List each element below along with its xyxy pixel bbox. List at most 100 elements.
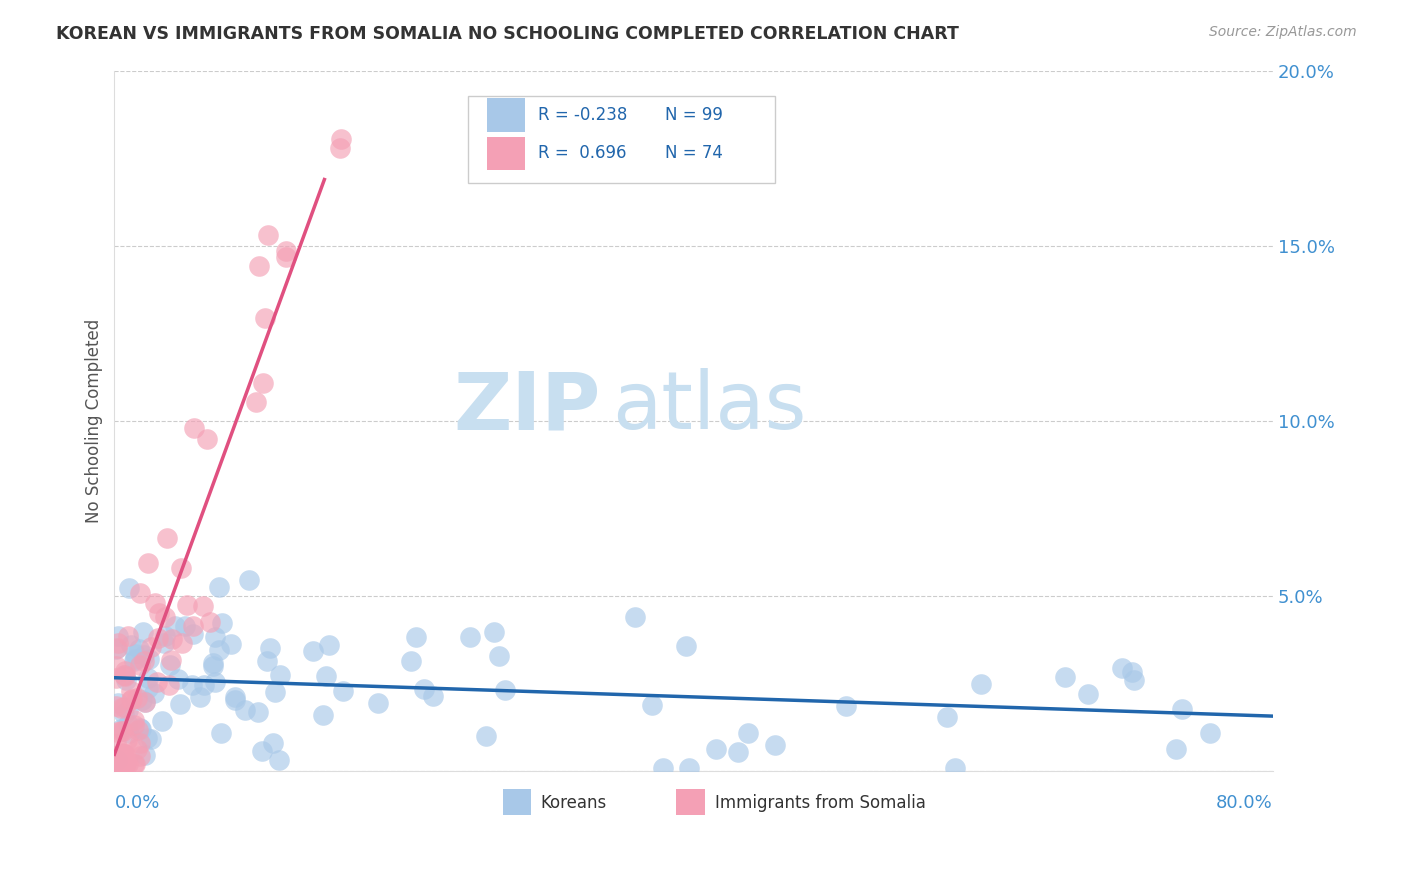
Koreans [1054,669,1077,683]
Koreans [180,678,202,692]
Koreans [167,672,190,686]
Immigrants from Somalia [115,732,138,747]
Koreans [155,629,177,643]
Koreans [105,753,128,767]
Koreans [120,638,142,652]
Immigrants from Somalia [104,671,127,685]
Koreans [107,697,129,711]
Koreans [651,761,673,775]
Koreans [114,673,136,687]
Immigrants from Somalia [143,596,166,610]
FancyBboxPatch shape [502,789,531,815]
Koreans [224,693,246,707]
Text: 0.0%: 0.0% [114,794,160,812]
Immigrants from Somalia [104,699,127,714]
Immigrants from Somalia [127,723,149,737]
Koreans [193,678,215,692]
Text: atlas: atlas [613,368,807,446]
Immigrants from Somalia [200,615,222,629]
Immigrants from Somalia [170,636,193,650]
Koreans [1171,702,1194,716]
Koreans [318,639,340,653]
Koreans [136,672,159,686]
Koreans [475,729,498,743]
Koreans [945,761,967,775]
Immigrants from Somalia [112,747,135,761]
Immigrants from Somalia [245,395,267,409]
Koreans [246,705,269,719]
Immigrants from Somalia [121,692,143,706]
Immigrants from Somalia [110,747,132,761]
Immigrants from Somalia [112,700,135,714]
Immigrants from Somalia [191,599,214,613]
Koreans [262,736,284,750]
Koreans [183,626,205,640]
Immigrants from Somalia [122,718,145,732]
Immigrants from Somalia [157,678,180,692]
Koreans [211,615,233,630]
Immigrants from Somalia [254,310,277,325]
Immigrants from Somalia [183,619,205,633]
Koreans [269,668,291,682]
Immigrants from Somalia [146,631,169,645]
Koreans [412,682,434,697]
Koreans [1199,726,1222,740]
Koreans [233,703,256,717]
Koreans [238,573,260,587]
Koreans [1164,742,1187,756]
Koreans [675,640,697,654]
Immigrants from Somalia [117,757,139,772]
Koreans [263,684,285,698]
Immigrants from Somalia [128,586,150,600]
Immigrants from Somalia [146,674,169,689]
Koreans [1121,665,1143,680]
Immigrants from Somalia [128,749,150,764]
Koreans [311,708,333,723]
Text: R = -0.238: R = -0.238 [538,106,628,124]
Koreans [128,721,150,735]
Koreans [152,714,174,728]
Koreans [169,697,191,711]
Immigrants from Somalia [160,653,183,667]
Immigrants from Somalia [122,756,145,771]
Immigrants from Somalia [132,654,155,668]
Immigrants from Somalia [160,632,183,647]
Koreans [134,695,156,709]
Koreans [174,618,197,632]
Koreans [488,648,510,663]
Immigrants from Somalia [114,757,136,772]
Immigrants from Somalia [104,658,127,673]
Immigrants from Somalia [105,725,128,739]
Koreans [219,637,242,651]
Koreans [117,703,139,717]
Immigrants from Somalia [274,244,297,258]
Immigrants from Somalia [329,131,352,145]
Koreans [107,629,129,643]
Koreans [124,647,146,661]
Text: Source: ZipAtlas.com: Source: ZipAtlas.com [1209,25,1357,39]
Immigrants from Somalia [247,259,270,273]
Text: R =  0.696: R = 0.696 [538,145,627,162]
Koreans [207,581,229,595]
Koreans [482,624,505,639]
Koreans [401,654,423,668]
Koreans [405,630,427,644]
Koreans [315,669,337,683]
Immigrants from Somalia [136,556,159,570]
Immigrants from Somalia [110,724,132,739]
Koreans [835,699,858,714]
Koreans [132,648,155,663]
Koreans [250,744,273,758]
Immigrants from Somalia [104,749,127,764]
Immigrants from Somalia [141,640,163,654]
Koreans [763,739,786,753]
Koreans [135,731,157,745]
Koreans [163,619,186,633]
Koreans [678,761,700,775]
Koreans [204,630,226,644]
Koreans [208,643,231,657]
FancyBboxPatch shape [488,136,524,170]
Koreans [204,674,226,689]
Immigrants from Somalia [112,723,135,738]
Text: N = 99: N = 99 [665,106,723,124]
